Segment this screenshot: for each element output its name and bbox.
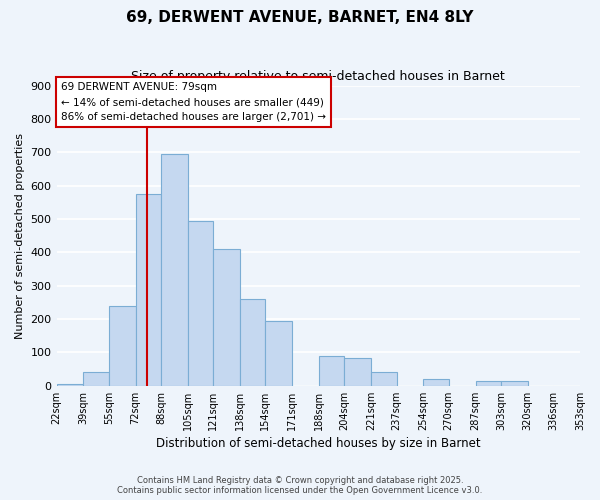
Bar: [161, 154, 188, 386]
Y-axis label: Number of semi-detached properties: Number of semi-detached properties: [15, 132, 25, 338]
Bar: [476, 382, 501, 386]
X-axis label: Distribution of semi-detached houses by size in Barnet: Distribution of semi-detached houses by …: [156, 437, 481, 450]
Bar: [501, 382, 528, 386]
Bar: [371, 372, 397, 386]
Bar: [319, 356, 344, 386]
Bar: [213, 249, 240, 386]
Bar: [240, 299, 265, 386]
Title: Size of property relative to semi-detached houses in Barnet: Size of property relative to semi-detach…: [131, 70, 505, 83]
Bar: [265, 321, 292, 386]
Bar: [109, 306, 136, 386]
Bar: [188, 220, 213, 386]
Bar: [344, 358, 371, 386]
Bar: [83, 372, 109, 386]
Bar: [56, 384, 83, 386]
Bar: [136, 194, 161, 386]
Bar: [424, 379, 449, 386]
Text: 69 DERWENT AVENUE: 79sqm
← 14% of semi-detached houses are smaller (449)
86% of : 69 DERWENT AVENUE: 79sqm ← 14% of semi-d…: [61, 82, 326, 122]
Text: 69, DERWENT AVENUE, BARNET, EN4 8LY: 69, DERWENT AVENUE, BARNET, EN4 8LY: [126, 10, 474, 25]
Text: Contains HM Land Registry data © Crown copyright and database right 2025.
Contai: Contains HM Land Registry data © Crown c…: [118, 476, 482, 495]
